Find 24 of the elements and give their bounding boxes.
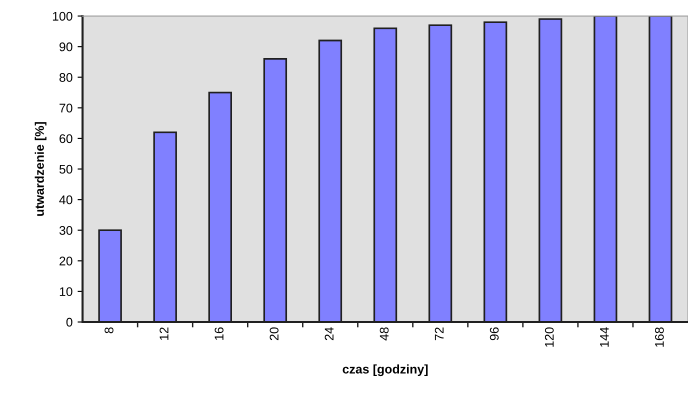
x-tick-label: 168	[654, 327, 664, 347]
x-tick-label: 24	[324, 327, 334, 340]
x-tick-label: 144	[600, 327, 609, 347]
x-tick-label: 48	[380, 327, 389, 340]
x-tick-label: 12	[160, 327, 168, 340]
y-tick-label: 0	[66, 318, 72, 327]
x-tick-label: 16	[214, 327, 224, 340]
y-tick-label: 70	[60, 104, 72, 112]
y-tick-label: 80	[59, 73, 72, 82]
y-tick-label: 100	[52, 12, 72, 21]
y-tick-label: 10	[60, 287, 72, 296]
x-tick-label: 96	[490, 327, 499, 340]
y-tick-label: 60	[60, 134, 72, 144]
x-tick-label: 120	[544, 327, 554, 347]
x-tick-label: 20	[270, 327, 279, 340]
y-tick-label: 30	[59, 226, 72, 235]
y-axis-title: utwardzenie [%]	[34, 122, 46, 216]
y-tick-label: 90	[60, 42, 72, 52]
x-tick-label: 72	[434, 327, 444, 340]
y-tick-label: 20	[60, 256, 72, 266]
y-tick-label: 50	[59, 164, 72, 174]
y-tick-label: 40	[59, 195, 72, 204]
x-tick-label: 8	[104, 327, 114, 334]
x-axis-title: czas [godziny]	[342, 364, 428, 376]
